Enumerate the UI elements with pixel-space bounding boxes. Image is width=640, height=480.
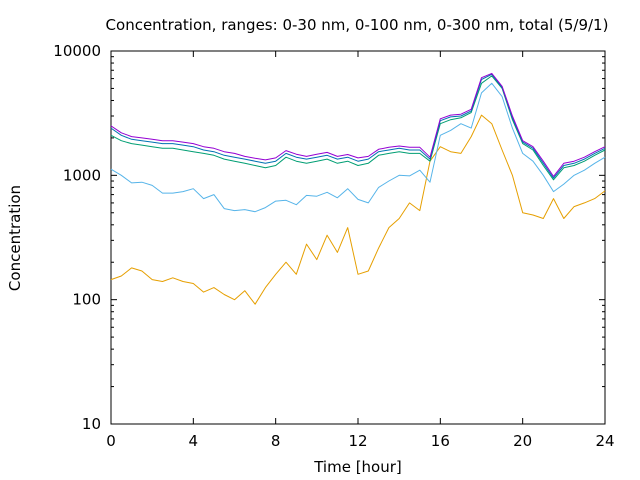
x-tick-label: 12 [348, 432, 367, 450]
series-line-5 [110, 72, 606, 177]
plot-frame [110, 50, 606, 425]
series-line-1 [110, 114, 606, 305]
x-tick-label: 8 [271, 432, 281, 450]
x-tick-label: 0 [106, 432, 116, 450]
series-line-3 [110, 75, 606, 181]
y-axis-label: Concentration [6, 185, 24, 291]
x-tick-label: 24 [595, 432, 614, 450]
chart-title: Concentration, ranges: 0-30 nm, 0-100 nm… [106, 16, 609, 34]
x-axis-label: Time [hour] [313, 458, 402, 476]
series-line-2 [110, 82, 606, 213]
series-line-4 [110, 73, 606, 179]
x-tick-label: 16 [431, 432, 450, 450]
axis-ticks: 0 4 8 12 16 20 24 10 100 1000 10000 [53, 42, 614, 450]
series-layer [110, 72, 606, 305]
x-tick-label: 4 [189, 432, 199, 450]
y-tick-label: 1000 [63, 166, 101, 184]
y-tick-label: 100 [72, 291, 101, 309]
y-tick-label: 10 [82, 415, 101, 433]
x-tick-label: 20 [513, 432, 532, 450]
y-tick-label: 10000 [53, 42, 101, 60]
